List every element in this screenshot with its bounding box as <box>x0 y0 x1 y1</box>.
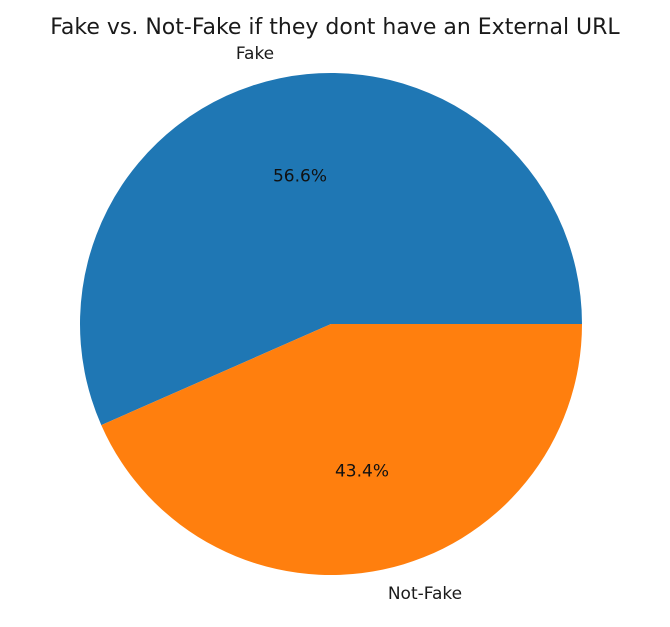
pie-slice-not-fake <box>101 324 582 575</box>
percent-label-fake: 56.6% <box>273 167 327 187</box>
chart-title: Fake vs. Not-Fake if they dont have an E… <box>50 15 620 40</box>
slice-label-not-fake: Not-Fake <box>388 584 462 604</box>
percent-label-not-fake: 43.4% <box>335 461 389 481</box>
pie-labels: Fake 56.6% Not-Fake 43.4% <box>236 44 462 604</box>
slice-label-fake: Fake <box>236 44 274 64</box>
pie-slice-fake <box>79 72 582 426</box>
pie-slices <box>79 72 582 575</box>
